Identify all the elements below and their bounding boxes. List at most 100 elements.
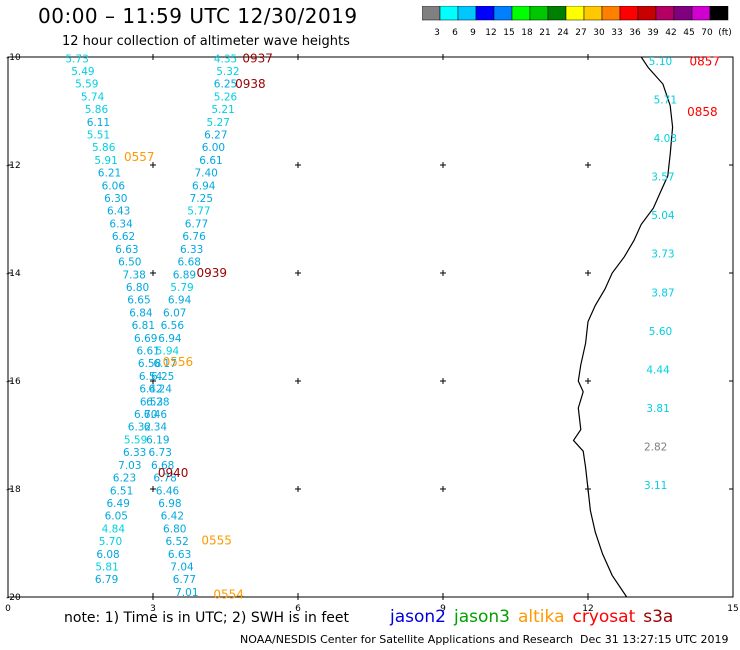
wave-height-value: 6.46 bbox=[156, 485, 180, 497]
wave-height-value: 6.24 bbox=[149, 384, 173, 396]
x-tick-label: 12 bbox=[582, 604, 593, 614]
wave-height-value: 4.35 bbox=[214, 53, 237, 65]
wave-height-value: 6.49 bbox=[107, 498, 130, 510]
wave-height-value: 6.34 bbox=[109, 218, 133, 230]
x-tick-label: 9 bbox=[440, 604, 446, 614]
wave-height-value: 6.56 bbox=[161, 320, 185, 332]
wave-height-value: 6.58 bbox=[138, 358, 161, 370]
wave-height-value: 6.25 bbox=[214, 79, 237, 91]
wave-height-value: 5.74 bbox=[81, 91, 105, 103]
wave-height-value: 5.59 bbox=[124, 434, 147, 446]
wave-height-value: 6.23 bbox=[113, 473, 136, 485]
wave-height-value: 6.69 bbox=[134, 333, 157, 345]
legend-label: 18 bbox=[521, 28, 533, 38]
wave-height-value: 6.51 bbox=[110, 485, 133, 497]
wave-height-value: 6.79 bbox=[95, 574, 118, 586]
legend-scale: 3 6 9 12 15 18 21 24 27 30 33 36 39 42 45 70 (ft) bbox=[421, 5, 732, 38]
wave-height-value: 6.63 bbox=[168, 549, 191, 561]
legend-label: 30 bbox=[593, 28, 605, 38]
generated-timestamp: Dec 31 13:27:15 UTC 2019 bbox=[580, 633, 729, 646]
wave-height-value: 5.59 bbox=[75, 79, 98, 91]
wave-height-value: 5.94 bbox=[156, 346, 180, 358]
satellite-name-jason2: jason2 bbox=[390, 607, 446, 627]
wave-height-value: 3.11 bbox=[644, 480, 667, 492]
credit-text: NOAA/NESDIS Center for Satellite Applica… bbox=[240, 633, 574, 646]
legend-label: 12 bbox=[485, 28, 496, 38]
legend-swatch bbox=[709, 5, 729, 21]
wave-height-value: 5.77 bbox=[187, 206, 210, 218]
wave-height-value: 6.62 bbox=[112, 231, 135, 243]
wave-height-value: 6.77 bbox=[185, 218, 208, 230]
wave-height-value: 5.26 bbox=[214, 91, 238, 103]
wave-height-value: 6.94 bbox=[158, 333, 182, 345]
pass-time-label: 0556 bbox=[163, 355, 194, 369]
wave-height-value: 5.51 bbox=[87, 130, 110, 142]
wave-height-value: 6.42 bbox=[139, 384, 162, 396]
wave-height-value: 6.70 bbox=[134, 409, 157, 421]
wave-height-value: 6.19 bbox=[146, 434, 169, 446]
wave-height-value: 5.71 bbox=[654, 94, 677, 106]
wave-height-value: 6.28 bbox=[146, 396, 169, 408]
wave-height-value: 3.81 bbox=[646, 403, 669, 415]
wave-height-value: 6.94 bbox=[168, 295, 192, 307]
pass-time-label: 0555 bbox=[201, 533, 232, 547]
wave-height-value: 6.27 bbox=[204, 130, 227, 142]
wave-height-value: 7.04 bbox=[170, 562, 194, 574]
wave-height-value: 6.06 bbox=[102, 180, 126, 192]
wave-height-value: 5.79 bbox=[170, 282, 193, 294]
legend-label: 15 bbox=[503, 28, 514, 38]
wave-height-value: 6.54 bbox=[139, 371, 163, 383]
legend-label: 36 bbox=[629, 28, 641, 38]
wave-height-value: 6.11 bbox=[87, 117, 110, 129]
wave-height-value: 5.70 bbox=[99, 536, 122, 548]
wave-height-value: 6.76 bbox=[182, 231, 206, 243]
x-tick-label: 15 bbox=[727, 604, 738, 614]
legend-label: 27 bbox=[575, 28, 586, 38]
wave-height-value: 2.82 bbox=[644, 442, 667, 454]
pass-time-label: 0557 bbox=[124, 150, 155, 164]
satellite-name-jason3: jason3 bbox=[454, 607, 510, 627]
y-tick-label: -20 bbox=[6, 593, 21, 603]
wave-height-value: 3.87 bbox=[651, 287, 674, 299]
wave-height-value: 5.91 bbox=[94, 155, 117, 167]
y-tick-label: -14 bbox=[6, 269, 21, 279]
wave-height-value: 6.21 bbox=[98, 168, 121, 180]
y-tick-label: -12 bbox=[6, 161, 21, 171]
wave-height-value: 6.84 bbox=[129, 307, 153, 319]
legend-label: (ft) bbox=[718, 28, 732, 38]
wave-height-value: 6.32 bbox=[128, 422, 151, 434]
wave-height-value: 6.80 bbox=[163, 523, 186, 535]
wave-height-value: 5.04 bbox=[651, 210, 675, 222]
wave-height-value: 7.40 bbox=[194, 168, 217, 180]
wave-height-value: 5.73 bbox=[65, 53, 88, 65]
wave-height-value: 6.98 bbox=[158, 498, 181, 510]
wave-height-value: 3.57 bbox=[651, 172, 674, 184]
wave-height-value: 6.73 bbox=[149, 447, 172, 459]
wave-height-value: 6.43 bbox=[107, 206, 130, 218]
legend-label: 42 bbox=[665, 28, 676, 38]
satellite-name-altika: altika bbox=[518, 607, 565, 627]
x-tick-label: 0 bbox=[5, 604, 11, 614]
wave-height-value: 6.07 bbox=[163, 307, 186, 319]
legend-label: 3 bbox=[434, 28, 440, 38]
pass-time-label: 0937 bbox=[242, 52, 273, 66]
wave-height-value: 6.94 bbox=[192, 180, 216, 192]
y-tick-label: -10 bbox=[6, 53, 21, 63]
pass-time-label: 0857 bbox=[690, 54, 721, 68]
note-text: note: 1) Time is in UTC; 2) SWH is in fe… bbox=[64, 610, 350, 626]
pass-time-label: 0858 bbox=[687, 105, 718, 119]
wave-height-value: 6.68 bbox=[151, 460, 174, 472]
legend-label: 9 bbox=[470, 28, 476, 38]
wave-height-value: 6.42 bbox=[161, 511, 184, 523]
wave-height-value: 6.68 bbox=[178, 257, 201, 269]
map-frame bbox=[7, 56, 734, 598]
wave-height-value: 6.89 bbox=[173, 269, 196, 281]
wave-height-value: 5.86 bbox=[92, 142, 116, 154]
wave-height-value: 6.81 bbox=[132, 320, 155, 332]
satellite-name-s3a: s3a bbox=[643, 607, 674, 627]
wave-height-value: 3.73 bbox=[651, 249, 674, 261]
map-title: 00:00 – 11:59 UTC 12/30/2019 bbox=[38, 4, 358, 28]
wave-height-value: 5.86 bbox=[85, 104, 109, 116]
wave-height-value: 6.52 bbox=[165, 536, 188, 548]
wave-height-value: 6.61 bbox=[199, 155, 222, 167]
